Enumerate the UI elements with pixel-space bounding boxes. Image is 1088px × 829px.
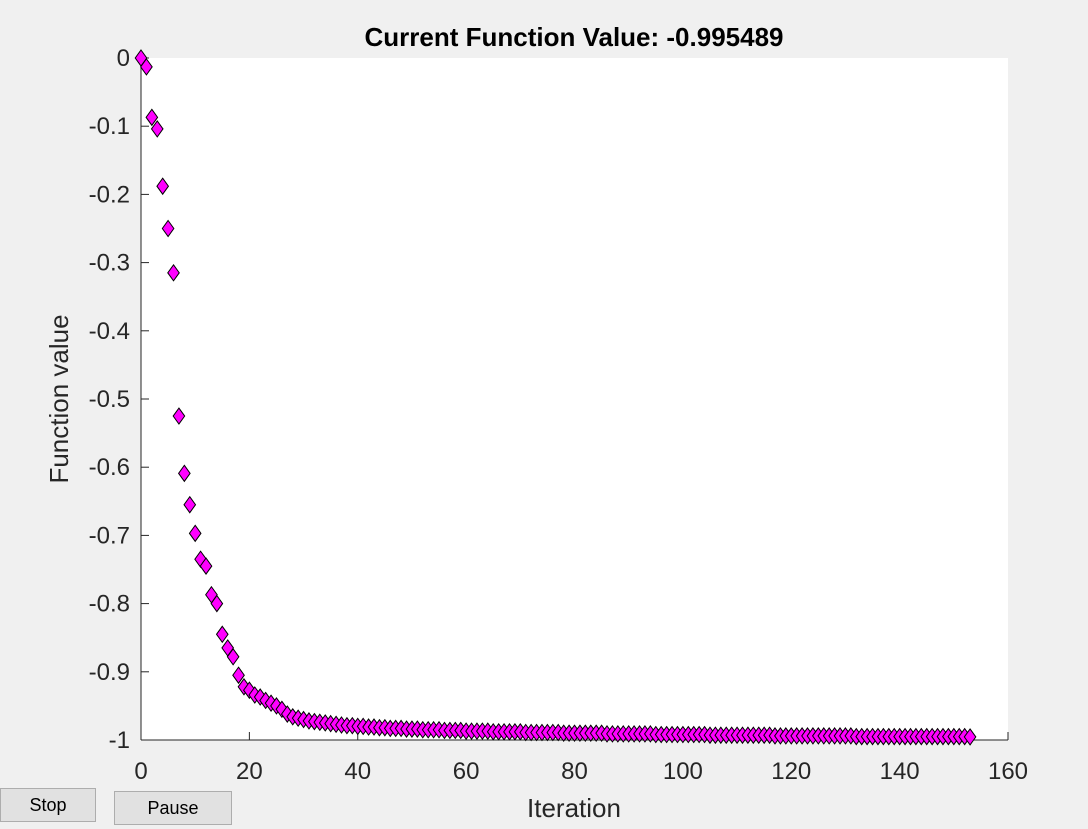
y-tick-label: -0.5 [89, 386, 130, 413]
data-point [140, 58, 153, 76]
x-tick-label: 160 [988, 758, 1028, 785]
y-tick-label: 0 [117, 45, 130, 72]
data-point [232, 666, 245, 685]
x-tick-label: 100 [663, 758, 703, 785]
data-point [963, 728, 977, 746]
y-tick-label: -0.3 [89, 250, 130, 277]
data-point [199, 557, 213, 575]
y-tick-label: -0.8 [89, 591, 130, 618]
data-point [215, 625, 229, 644]
y-tick-label: -0.7 [89, 522, 130, 549]
data-point [188, 524, 202, 543]
y-tick-label: -1 [109, 727, 130, 754]
y-tick-label: -0.6 [89, 454, 130, 481]
y-tick-label: -0.4 [89, 318, 130, 345]
x-axis-label: Iteration [527, 793, 621, 823]
data-point [156, 177, 170, 196]
pause-button[interactable]: Pause [114, 791, 232, 825]
x-tick-label: 20 [236, 758, 263, 785]
y-tick-label: -0.9 [89, 659, 130, 686]
y-tick-label: -0.2 [89, 181, 130, 208]
data-point [145, 108, 159, 127]
x-tick-label: 60 [453, 758, 480, 785]
x-tick-label: 80 [561, 758, 588, 785]
x-tick-label: 120 [771, 758, 811, 785]
x-tick-label: 0 [134, 758, 147, 785]
chart-title: Current Function Value: -0.995489 [364, 22, 783, 52]
data-point [242, 681, 256, 700]
data-point [167, 263, 180, 282]
x-tick-label: 40 [344, 758, 371, 785]
plot-area [141, 58, 1008, 740]
stop-button[interactable]: Stop [0, 788, 96, 822]
data-point [172, 407, 186, 425]
data-point [210, 594, 224, 613]
data-markers [134, 49, 977, 746]
data-point [161, 219, 175, 238]
x-tick-label: 140 [880, 758, 920, 785]
y-axis-label: Function value [44, 314, 74, 483]
y-tick-label: -0.1 [89, 113, 130, 140]
data-point [177, 464, 191, 483]
data-point [226, 647, 240, 666]
data-point [183, 495, 197, 514]
data-point [150, 120, 164, 138]
axes: 0 20 40 60 80 100 120 140 160 0 -0.1 -0.2 -0.3 -0.4 -0… [89, 45, 1028, 785]
